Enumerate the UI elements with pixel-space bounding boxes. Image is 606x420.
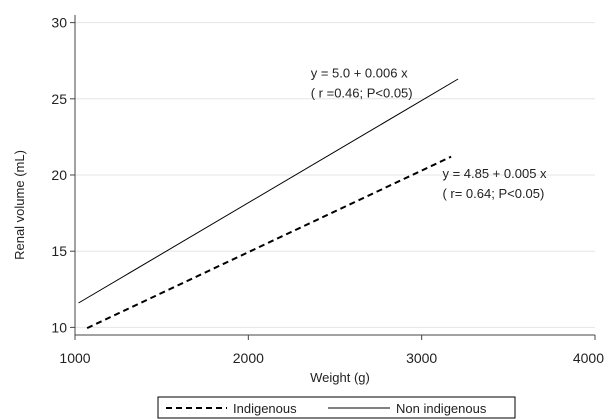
regression-annotation-non-indigenous: y = 5.0 + 0.006 x [311, 65, 408, 80]
legend-label-non-indigenous: Non indigenous [396, 401, 487, 416]
x-axis-label: Weight (g) [310, 370, 370, 385]
x-axis-ticks: 1000 2000 3000 4000 [59, 335, 604, 366]
grid-lines [75, 22, 595, 328]
x-tick-label: 4000 [573, 350, 604, 366]
regression-annotation-indigenous: ( r= 0.64; P<0.05) [442, 186, 544, 201]
y-axis-ticks: 10 15 20 25 30 [51, 15, 75, 335]
y-axis-label: Renal volume (mL) [12, 150, 27, 260]
legend: Indigenous Non indigenous [157, 396, 516, 419]
x-tick-label: 2000 [233, 350, 264, 366]
regression-annotation-non-indigenous: ( r =0.46; P<0.05) [311, 85, 413, 100]
x-tick-label: 1000 [59, 350, 90, 366]
x-tick-label: 3000 [406, 350, 437, 366]
y-tick-label: 20 [51, 167, 67, 183]
series-line-indigenous [86, 155, 452, 330]
legend-label-indigenous: Indigenous [233, 401, 297, 416]
regression-annotation-indigenous: y = 4.85 + 0.005 x [442, 166, 547, 181]
y-tick-label: 15 [51, 243, 67, 259]
y-tick-label: 25 [51, 91, 67, 107]
y-tick-label: 30 [51, 15, 67, 31]
series-lines [78, 78, 459, 330]
annotations: y = 5.0 + 0.006 x ( r =0.46; P<0.05) y = 4… [311, 65, 547, 201]
y-tick-label: 10 [51, 319, 67, 335]
series-line-non-indigenous [78, 78, 459, 304]
